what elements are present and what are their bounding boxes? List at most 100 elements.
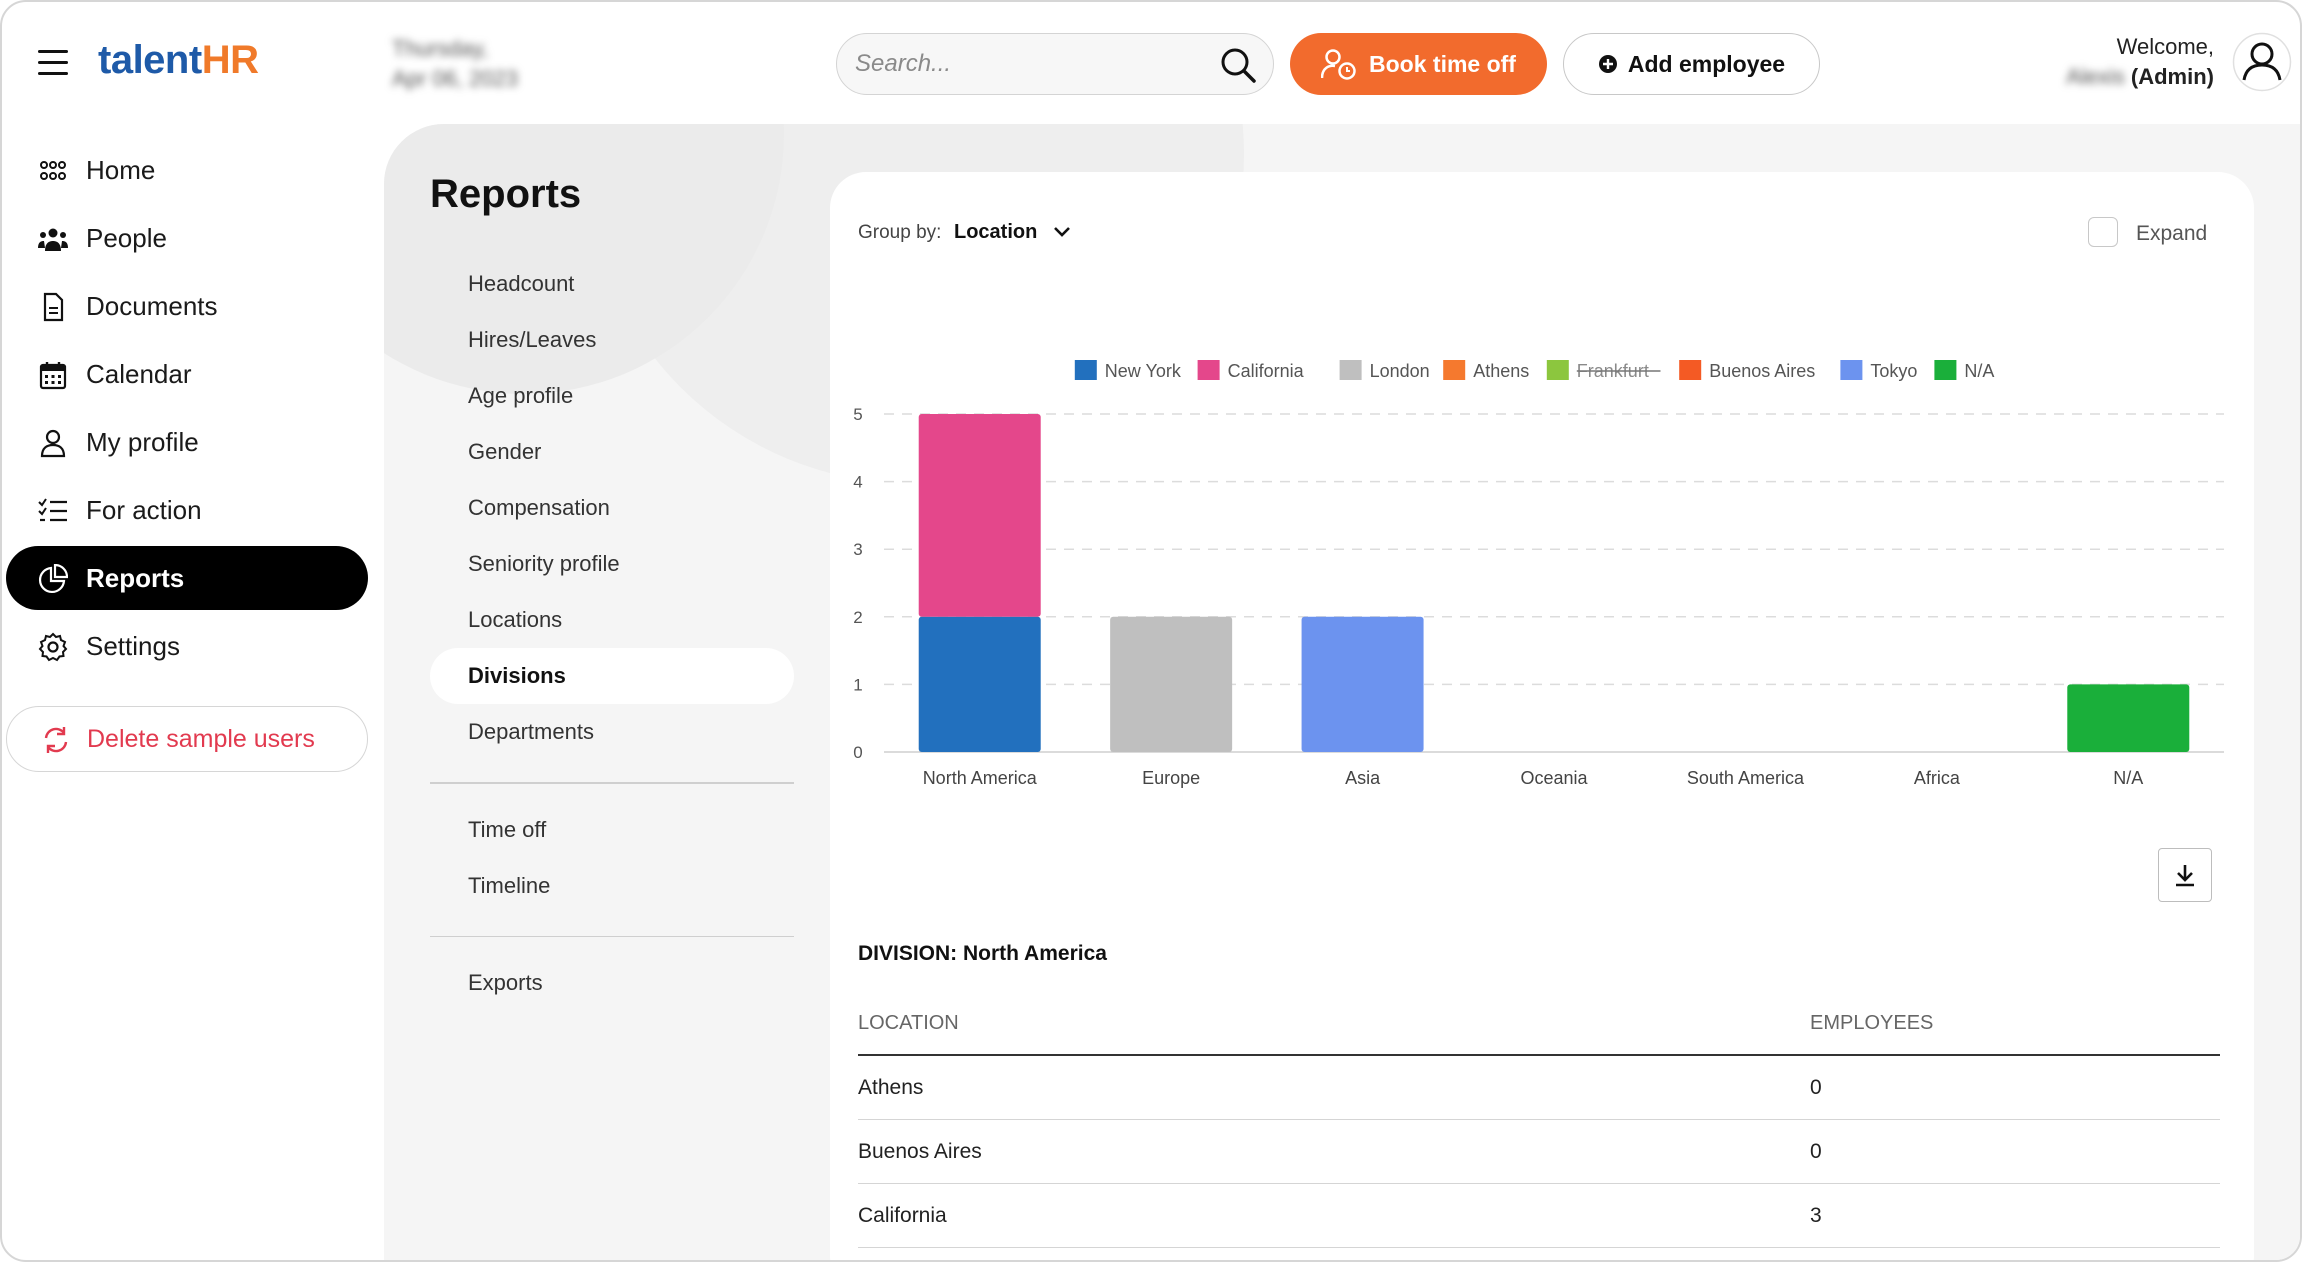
checklist-icon xyxy=(38,498,67,522)
report-link-divisions[interactable]: Divisions xyxy=(430,648,794,704)
book-time-off-button[interactable]: Book time off xyxy=(1290,33,1547,95)
refresh-icon xyxy=(44,727,68,753)
menu-icon[interactable] xyxy=(38,50,68,76)
legend-swatch xyxy=(1443,360,1466,380)
group-by-label: Group by: xyxy=(858,222,942,243)
x-tick-label: Europe xyxy=(1142,768,1200,788)
search-input[interactable] xyxy=(855,34,1215,94)
table-row: Buenos Aires 0 xyxy=(858,1120,2220,1184)
group-by-select[interactable]: Location xyxy=(954,216,1104,248)
people-icon xyxy=(38,228,68,251)
legend-swatch xyxy=(1840,360,1863,380)
add-employee-label: Add employee xyxy=(1627,50,1786,77)
legend-item: Buenos Aires xyxy=(1709,361,1815,381)
sidebar-item-label: Calendar xyxy=(86,358,192,389)
plus-circle-icon xyxy=(1598,55,1617,73)
legend-item: Athens xyxy=(1473,361,1529,381)
document-icon xyxy=(43,292,64,322)
legend-swatch xyxy=(1074,360,1097,380)
y-tick-label: 0 xyxy=(853,743,862,762)
bar-segment xyxy=(2067,684,2190,752)
x-tick-label: Asia xyxy=(1345,768,1381,788)
sidebar-item-people[interactable]: People xyxy=(6,206,368,270)
legend-swatch xyxy=(1934,360,1957,380)
sidebar-nav: Home People Documents xyxy=(2,138,372,682)
sidebar-item-my-profile[interactable]: My profile xyxy=(6,410,368,474)
report-link-time-off[interactable]: Time off xyxy=(468,816,547,842)
current-date: Thursday, Apr 06, 2023 xyxy=(392,36,518,91)
cell-location: Buenos Aires xyxy=(858,1139,982,1163)
report-link-departments[interactable]: Departments xyxy=(468,719,594,744)
cell-employees: 3 xyxy=(1810,1203,1822,1227)
sidebar-item-settings[interactable]: Settings xyxy=(6,614,368,678)
y-tick-label: 5 xyxy=(853,405,862,424)
divider xyxy=(430,935,794,937)
search-icon[interactable] xyxy=(1219,46,1257,84)
book-time-off-label: Book time off xyxy=(1369,50,1516,77)
pie-chart-icon xyxy=(38,564,68,594)
sidebar-item-label: My profile xyxy=(86,426,199,457)
table-row: California 3 xyxy=(858,1184,2220,1248)
report-link-hires-leaves[interactable]: Hires/Leaves xyxy=(468,327,597,352)
cell-employees: 0 xyxy=(1810,1075,1822,1099)
legend-item: New York xyxy=(1105,361,1182,381)
cell-employees: 0 xyxy=(1810,1139,1822,1163)
sidebar-item-reports[interactable]: Reports xyxy=(6,546,368,610)
y-tick-label: 2 xyxy=(853,608,862,627)
y-tick-label: 1 xyxy=(853,675,862,694)
x-tick-label: N/A xyxy=(2113,768,2143,788)
report-link-compensation[interactable]: Compensation xyxy=(468,495,610,520)
table-row: Athens 0 xyxy=(858,1056,2220,1120)
expand-checkbox[interactable] xyxy=(2088,217,2118,247)
sidebar-item-label: Documents xyxy=(86,290,218,321)
avatar-icon[interactable] xyxy=(2232,32,2292,92)
sidebar-item-label: Home xyxy=(86,154,156,185)
legend-swatch xyxy=(1679,360,1702,380)
welcome-text: Welcome, Alexis (Admin) xyxy=(2066,34,2214,89)
report-link-exports[interactable]: Exports xyxy=(468,970,543,995)
group-by-value: Location xyxy=(954,220,1038,243)
report-link-seniority-profile[interactable]: Seniority profile xyxy=(468,551,620,576)
sidebar-item-for-action[interactable]: For action xyxy=(6,478,368,542)
expand-label: Expand xyxy=(2136,222,2208,245)
sidebar-item-documents[interactable]: Documents xyxy=(6,274,368,338)
legend-swatch xyxy=(1339,360,1362,380)
reports-sub-nav: Headcount Hires/Leaves Age profile Gende… xyxy=(430,256,794,1011)
sidebar-item-home[interactable]: Home xyxy=(6,138,368,202)
content-panel: Reports Headcount Hires/Leaves Age profi… xyxy=(384,124,2300,1260)
delete-sample-users-button[interactable]: Delete sample users xyxy=(6,706,368,772)
download-icon xyxy=(2176,865,2194,887)
sidebar-item-label: For action xyxy=(86,494,202,525)
chevron-down-icon xyxy=(1054,227,1071,237)
report-card: Group by: Location Expand 0 1 2 3 4 5 North Am… xyxy=(830,172,2254,1260)
column-header-location[interactable]: LOCATION xyxy=(858,1011,959,1034)
report-link-age-profile[interactable]: Age profile xyxy=(468,383,574,408)
column-header-employees[interactable]: EMPLOYEES xyxy=(1810,1011,1934,1034)
report-link-timeline[interactable]: Timeline xyxy=(468,872,551,898)
logo: talentHR xyxy=(98,38,259,82)
division-chart: 0 1 2 3 4 5 North America Europe Asia Oceania Sout… xyxy=(853,360,2224,788)
sidebar-item-calendar[interactable]: Calendar xyxy=(6,342,368,406)
download-button[interactable] xyxy=(2158,848,2212,902)
sidebar-item-label: People xyxy=(86,222,167,253)
bar-segment xyxy=(1110,616,1233,752)
person-icon xyxy=(40,429,66,458)
add-employee-button[interactable]: Add employee xyxy=(1563,33,1820,95)
report-link-locations[interactable]: Locations xyxy=(468,607,563,632)
report-link-gender[interactable]: Gender xyxy=(468,439,542,464)
report-link-headcount[interactable]: Headcount xyxy=(468,271,575,296)
legend-item: Tokyo xyxy=(1870,361,1917,381)
grid-icon xyxy=(40,161,66,180)
search-box[interactable] xyxy=(836,33,1274,95)
calendar-icon xyxy=(39,362,67,390)
divider xyxy=(430,782,794,784)
table-header: LOCATION EMPLOYEES xyxy=(858,992,2220,1056)
x-tick-label: South America xyxy=(1687,768,1805,788)
legend-swatch xyxy=(1197,360,1220,380)
page-title: Reports xyxy=(430,172,582,216)
legend-item: California xyxy=(1228,361,1305,381)
division-title: DIVISION: North America xyxy=(858,942,1107,965)
delete-sample-users-label: Delete sample users xyxy=(87,724,315,753)
person-clock-icon xyxy=(1321,49,1356,80)
